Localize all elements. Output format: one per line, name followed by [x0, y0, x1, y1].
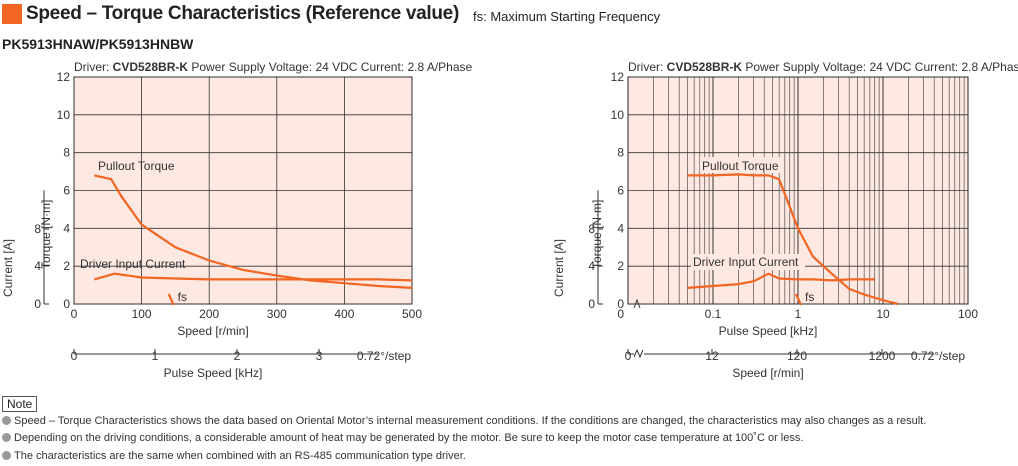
fs-marker: [794, 293, 803, 306]
y-tick-label: 12: [611, 70, 625, 84]
current-tick-label: 4: [588, 259, 595, 273]
driver-model: CVD528BR-K: [113, 60, 189, 74]
current-tick-label: 0: [34, 297, 41, 311]
driver-info: Driver: CVD528BR-K Power Supply Voltage:…: [74, 60, 473, 74]
note-text: The characteristics are the same when co…: [14, 449, 466, 462]
notes-list: Speed – Torque Characteristics shows the…: [2, 413, 926, 465]
secondary-tick-label: 0: [71, 349, 78, 363]
annotation-pullout-torque: Pullout Torque: [98, 159, 175, 173]
x-tick-label: 500: [402, 307, 422, 321]
y-axis-label-torque: Torque [N·m]: [39, 200, 53, 269]
pullout-torque-line: [687, 173, 899, 306]
pullout-torque-line: [94, 174, 413, 289]
secondary-tick-label: 0: [625, 349, 632, 363]
driver-input-current-line: [94, 272, 413, 282]
driver-input-current-line: [687, 272, 875, 289]
secondary-tick-label: 12: [705, 349, 719, 363]
note-item: Depending on the driving conditions, a c…: [2, 430, 926, 447]
y-tick-label: 0: [63, 297, 70, 311]
x-tick-label: 100: [958, 307, 978, 321]
chart-left: Driver: CVD528BR-K Power Supply Voltage:…: [1, 60, 473, 380]
y-axis-label-torque: Torque [N·m]: [590, 200, 604, 269]
y-tick-label: 10: [611, 108, 625, 122]
step-angle-label: 0.72°/step: [357, 349, 411, 363]
annotation-bg: [700, 157, 784, 173]
x-axis-label: Speed [r/min]: [177, 324, 248, 338]
x-tick-label: 400: [334, 307, 354, 321]
annotation-driver-input-current: Driver Input Current: [693, 255, 799, 269]
note-item: Speed – Torque Characteristics shows the…: [2, 413, 926, 430]
secondary-axis-label: Pulse Speed [kHz]: [164, 366, 263, 380]
current-tick-label: 8: [34, 222, 41, 236]
driver-label: Driver:: [628, 60, 667, 74]
page-header: Speed – Torque Characteristics (Referenc…: [2, 2, 660, 26]
y-tick-label: 8: [63, 146, 70, 160]
model-name: PK5913HNAW/PK5913HNBW: [2, 36, 194, 52]
x-origin-label: 0: [617, 307, 624, 321]
secondary-tick-label: 1200: [869, 349, 896, 363]
annotation-bg: [691, 254, 805, 270]
y-tick-label: 2: [617, 259, 624, 273]
x-tick-label: 1: [795, 307, 802, 321]
annotation-fs: fs: [805, 290, 814, 304]
page-subtitle: fs: Maximum Starting Frequency: [472, 8, 661, 24]
secondary-tick-label: 120: [787, 349, 807, 363]
chart-right: Driver: CVD528BR-K Power Supply Voltage:…: [552, 60, 1018, 380]
note-text: Depending on the driving conditions, a c…: [14, 432, 804, 445]
secondary-tick-label: 2: [234, 349, 241, 363]
y-tick-label: 6: [63, 184, 70, 198]
x-axis-label: Pulse Speed [kHz]: [719, 324, 818, 338]
x-tick-label: 100: [132, 307, 152, 321]
secondary-axis-label: Speed [r/min]: [732, 366, 803, 380]
x-tick-label: 200: [199, 307, 219, 321]
driver-specs: Power Supply Voltage: 24 VDC Current: 2.…: [742, 60, 1018, 74]
driver-model: CVD528BR-K: [667, 60, 743, 74]
secondary-tick-label: 1: [152, 349, 159, 363]
y-tick-label: 2: [63, 259, 70, 273]
axis-break-icon: [633, 298, 641, 309]
x-tick-label: 300: [267, 307, 287, 321]
y-tick-label: 10: [57, 108, 71, 122]
bullet-icon: [2, 450, 11, 460]
annotation-fs: fs: [178, 290, 187, 304]
y-tick-label: 8: [617, 146, 624, 160]
page-title: Speed – Torque Characteristics (Referenc…: [26, 3, 459, 24]
y-tick-label: 4: [63, 221, 70, 235]
bullet-icon: [2, 433, 11, 443]
fs-marker: [167, 293, 175, 306]
current-tick-label: 8: [588, 222, 595, 236]
current-tick-label: 0: [588, 297, 595, 311]
note-text: Speed – Torque Characteristics shows the…: [14, 415, 927, 427]
secondary-tick-label: 3: [316, 349, 323, 363]
current-tick-label: 4: [34, 259, 41, 273]
y-tick-label: 12: [57, 70, 71, 84]
axis-break-icon: [633, 348, 644, 359]
y-axis-label-current: Current [A]: [1, 239, 15, 297]
x-tick-label: 10: [876, 307, 890, 321]
x-tick-label: 0: [71, 307, 78, 321]
annotation-pullout-torque: Pullout Torque: [702, 159, 779, 173]
y-tick-label: 4: [617, 221, 624, 235]
y-tick-label: 6: [617, 184, 624, 198]
note-item: The characteristics are the same when co…: [2, 448, 926, 465]
bullet-icon: [2, 416, 11, 425]
y-axis-label-current: Current [A]: [552, 239, 566, 297]
annotation-driver-input-current: Driver Input Current: [80, 257, 186, 271]
orange-square-icon: [2, 4, 22, 24]
y-tick-label: 0: [617, 297, 624, 311]
driver-info: Driver: CVD528BR-K Power Supply Voltage:…: [628, 60, 1018, 74]
note-label: Note: [2, 396, 38, 412]
driver-label: Driver:: [74, 60, 113, 74]
x-tick-label: 0.1: [705, 307, 722, 321]
step-angle-label: 0.72°/step: [911, 349, 965, 363]
driver-specs: Power Supply Voltage: 24 VDC Current: 2.…: [188, 60, 472, 74]
